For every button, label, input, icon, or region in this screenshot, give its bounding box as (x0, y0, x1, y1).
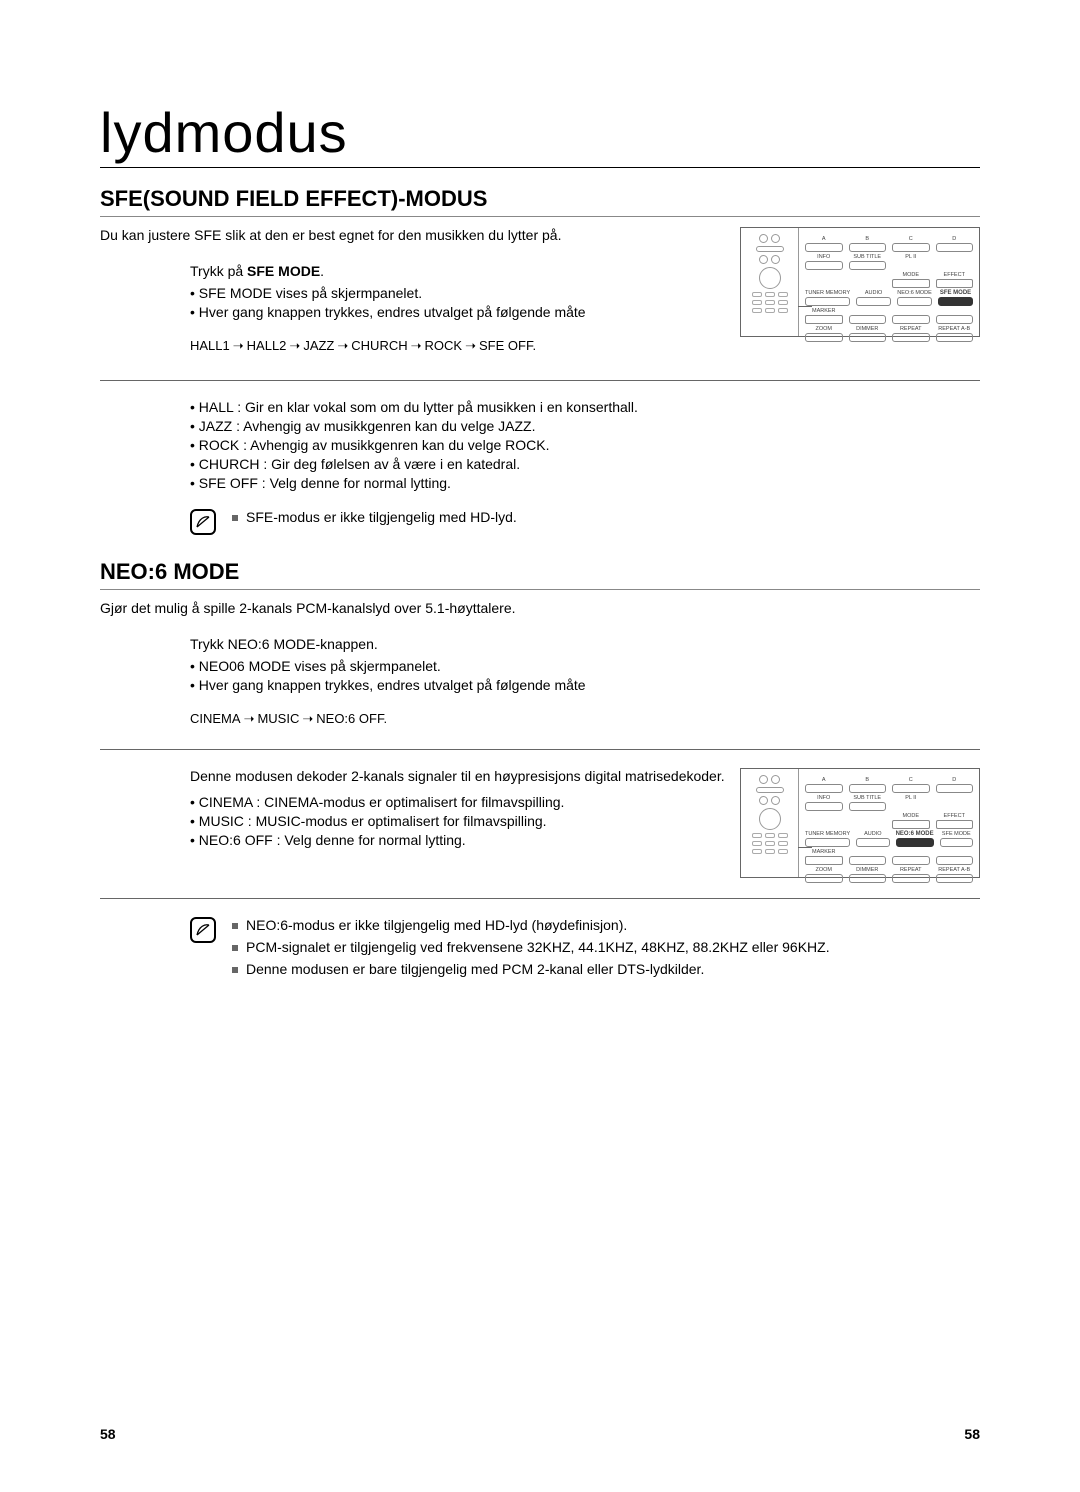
neo6-press-line: Trykk NEO:6 MODE-knappen. (190, 636, 980, 652)
neo6-section: NEO:6 MODE Gjør det mulig å spille 2-kan… (100, 559, 980, 983)
neo6-sequence: CINEMA➝MUSIC➝NEO:6 OFF. (190, 711, 980, 727)
note-icon (190, 509, 216, 535)
sfe-sub1: SFE MODE vises på skjermpanelet. (190, 285, 730, 301)
neo6-sub1: NEO06 MODE vises på skjermpanelet. (190, 658, 980, 674)
page-numbers: 58 58 (100, 1426, 980, 1442)
neo6-intro: Gjør det mulig å spille 2-kanals PCM-kan… (100, 600, 980, 616)
neo6-block-intro: Denne modusen dekoder 2-kanals signaler … (190, 768, 730, 784)
remote-diagram-neo6: A B C D INFO SUB TITLE PL II MODE (740, 768, 980, 878)
remote-diagram-sfe: A B C D INFO SUB TITLE PL II MODE (740, 227, 980, 337)
sfe-note-text: SFE-modus er ikke tilgjengelig med HD-ly… (232, 509, 980, 525)
sfe-desc-list: HALL : Gir en klar vokal som om du lytte… (190, 399, 980, 491)
sfe-desc-off: SFE OFF : Velg denne for normal lytting. (190, 475, 980, 491)
neo6-note3: Denne modusen er bare tilgjengelig med P… (232, 961, 980, 977)
sfe-intro: Du kan justere SFE slik at den er best e… (100, 227, 730, 243)
sfe-sub2: Hver gang knappen trykkes, endres utvalg… (190, 304, 730, 320)
page-num-left: 58 (100, 1426, 116, 1442)
note-icon (190, 917, 216, 943)
neo6-desc-music: MUSIC : MUSIC-modus er optimalisert for … (190, 813, 730, 829)
neo6-note2: PCM-signalet er tilgjengelig ved frekven… (232, 939, 980, 955)
neo6-heading: NEO:6 MODE (100, 559, 980, 585)
sfe-desc-jazz: JAZZ : Avhengig av musikkgenren kan du v… (190, 418, 980, 434)
neo6-note: NEO:6-modus er ikke tilgjengelig med HD-… (190, 917, 980, 983)
neo6-mode-label: NEO:6 MODE (896, 831, 934, 838)
sfe-desc-hall: HALL : Gir en klar vokal som om du lytte… (190, 399, 980, 415)
sfe-mode-label: SFE MODE (940, 290, 971, 297)
sfe-desc-rock: ROCK : Avhengig av musikkgenren kan du v… (190, 437, 980, 453)
sfe-mode-button[interactable] (938, 297, 973, 306)
neo6-desc-off: NEO:6 OFF : Velg denne for normal lyttin… (190, 832, 730, 848)
page-num-right: 58 (964, 1426, 980, 1442)
sfe-heading: SFE(SOUND FIELD EFFECT)-MODUS (100, 186, 980, 212)
sfe-press-prefix: Trykk på (190, 263, 247, 279)
sfe-note: SFE-modus er ikke tilgjengelig med HD-ly… (190, 509, 980, 535)
neo6-desc-cinema: CINEMA : CINEMA-modus er optimalisert fo… (190, 794, 730, 810)
sfe-press-line: Trykk på SFE MODE. (190, 263, 730, 279)
sfe-sequence: HALL1➝HALL2➝JAZZ➝CHURCH➝ROCK➝SFE OFF. (190, 338, 730, 354)
neo6-note1: NEO:6-modus er ikke tilgjengelig med HD-… (232, 917, 980, 933)
neo6-mode-button[interactable] (896, 838, 934, 847)
sfe-press-suffix: . (320, 263, 324, 279)
sfe-press-bold: SFE MODE (247, 263, 320, 279)
sfe-desc-church: CHURCH : Gir deg følelsen av å være i en… (190, 456, 980, 472)
neo6-sub2: Hver gang knappen trykkes, endres utvalg… (190, 677, 980, 693)
sfe-section: SFE(SOUND FIELD EFFECT)-MODUS Du kan jus… (100, 186, 980, 535)
page-title: lydmodus (100, 100, 980, 168)
